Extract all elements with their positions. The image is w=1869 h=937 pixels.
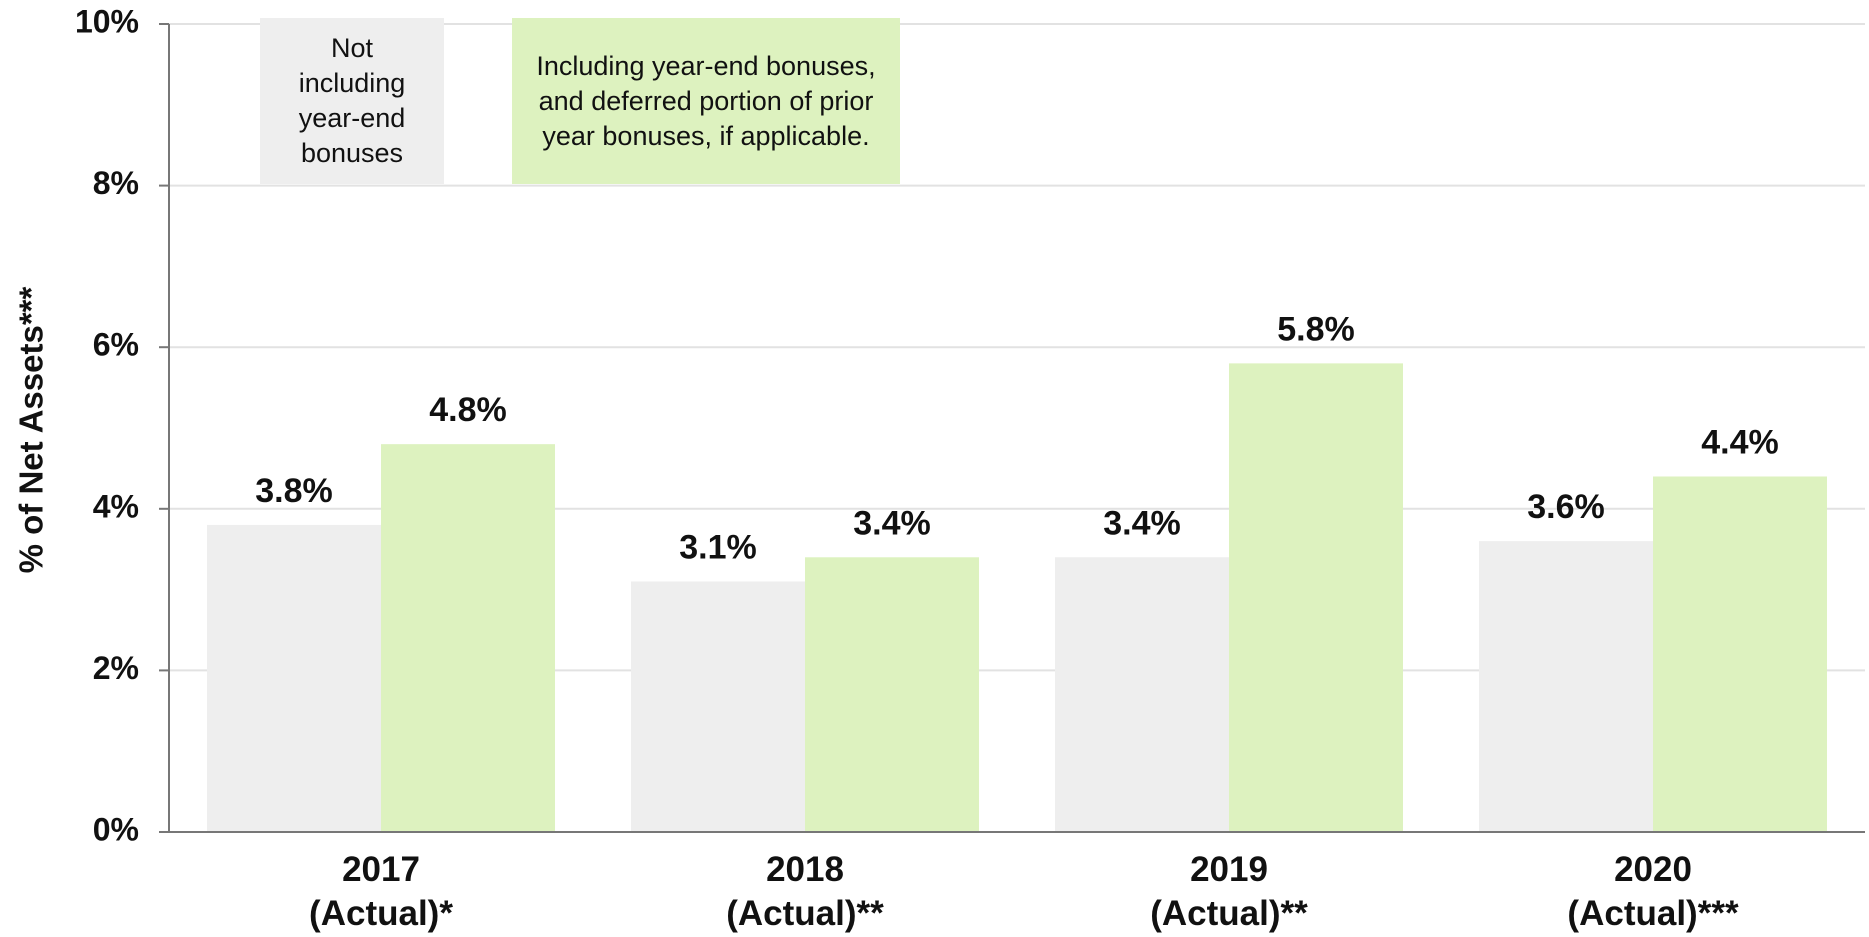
value-label: 3.4% [1103,504,1181,542]
y-tick-label: 10% [75,3,139,39]
bar [805,557,979,832]
x-tick-label: 2018 (Actual)** [726,850,884,933]
y-axis-label: % of Net Assets*** [13,286,50,573]
value-label: 5.8% [1277,310,1355,348]
legend-entry: Including year-end bonuses, and deferred… [512,18,900,184]
y-tick-label: 6% [93,327,139,363]
bar [1055,557,1229,832]
y-tick-label: 4% [93,488,139,524]
bar [381,444,555,832]
x-tick-label: 2017 (Actual)* [309,850,453,933]
value-label: 3.8% [255,472,333,510]
value-label: 4.4% [1701,423,1779,461]
y-tick-label: 8% [93,165,139,201]
bar [1229,363,1403,832]
bar [631,581,805,832]
y-tick-label: 2% [93,650,139,686]
x-tick-label: 2020 (Actual)*** [1567,850,1739,933]
value-label: 4.8% [429,391,507,429]
y-tick-label: 0% [93,811,139,847]
bar [207,524,381,832]
x-tick-label: 2019 (Actual)** [1150,850,1308,933]
value-label: 3.1% [679,529,757,567]
bar [1479,541,1653,832]
value-label: 3.6% [1527,488,1605,526]
legend-entry: Not including year-end bonuses [260,18,444,184]
value-label: 3.4% [853,504,931,542]
bar [1653,476,1827,832]
